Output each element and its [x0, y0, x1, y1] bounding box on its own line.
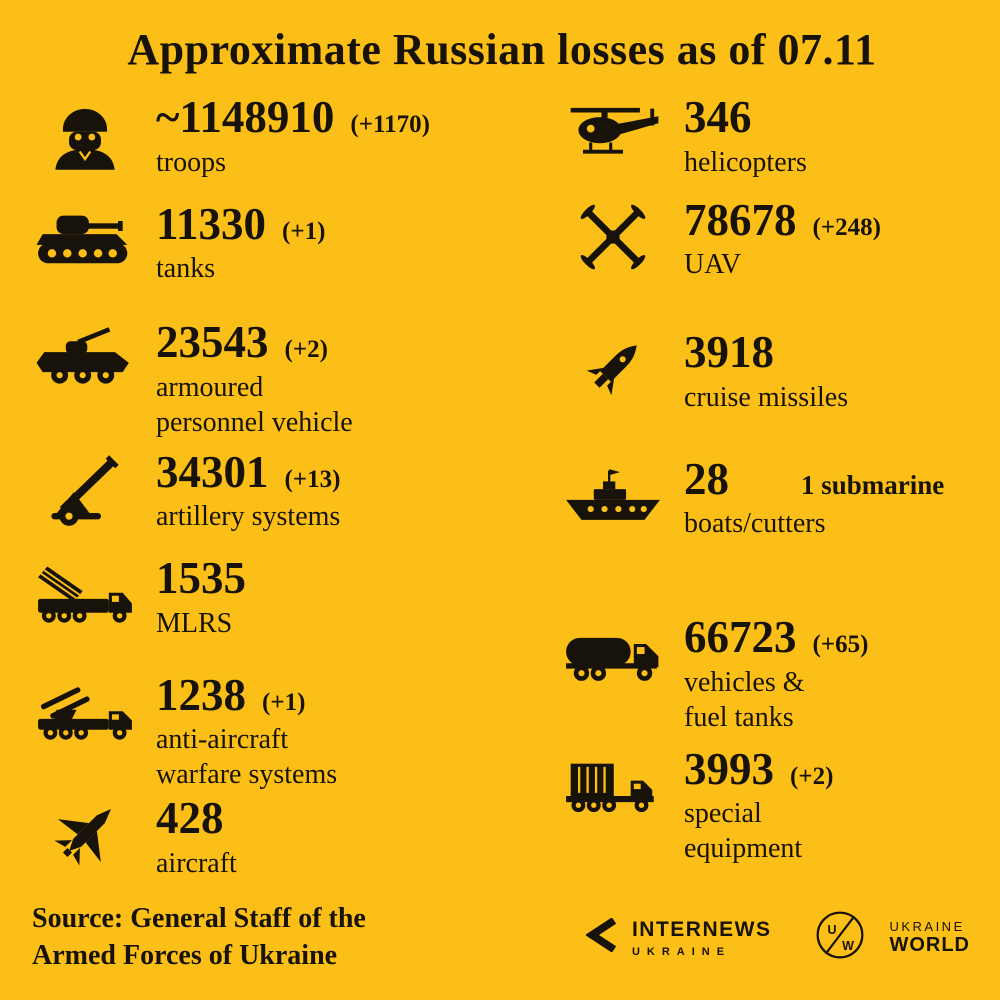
stat-value: 3918: [684, 327, 774, 377]
stat-text: 78678 (+248) UAV: [684, 194, 881, 283]
ukraineworld-line1: UKRAINE: [889, 918, 965, 934]
stat-value: 11330: [156, 198, 267, 249]
stat-row-boats: 28 1 submarine boats/cutters: [558, 453, 974, 542]
stat-label: anti-aircraft warfare systems: [156, 724, 338, 790]
stat-label: artillery systems: [156, 501, 341, 532]
stat-label: MLRS: [156, 607, 233, 639]
stat-label: helicopters: [684, 146, 807, 178]
tank-icon: [30, 198, 140, 284]
stat-label: UAV: [684, 249, 742, 280]
special-equipment-icon: [558, 743, 668, 829]
stat-delta: (+1): [262, 688, 306, 716]
source-text: Source: General Staff of the Armed Force…: [32, 903, 366, 971]
stat-row-artillery: 34301 (+13) artillery systems: [30, 446, 508, 535]
jet-icon: [30, 792, 140, 878]
stat-text: 34301 (+13) artillery systems: [156, 446, 340, 535]
stat-label: armoured personnel vehicle: [156, 371, 353, 438]
boat-icon: [558, 453, 668, 539]
stat-text: 428 aircraft: [156, 792, 240, 881]
stat-row-helicopters: 346 helicopters: [558, 91, 974, 180]
stat-label: boats/cutters: [684, 508, 826, 539]
stat-note: 1 submarine: [801, 469, 945, 500]
stat-row-tanks: 11330 (+1) tanks: [30, 198, 508, 287]
soldier-icon: [30, 91, 140, 177]
stat-value: 3993: [684, 743, 774, 794]
footer-logos: INTERNEWS UKRAINE U W UKRAINE WORLD: [584, 910, 970, 965]
stat-row-uav: 78678 (+248) UAV: [558, 194, 974, 283]
stat-text: 28 1 submarine boats/cutters: [684, 453, 944, 542]
internews-logo: INTERNEWS UKRAINE: [584, 917, 772, 958]
anti-aircraft-icon: [30, 669, 140, 755]
stat-row-anti-aircraft: 1238 (+1) anti-aircraft warfare systems: [30, 669, 508, 793]
uw-letter-u: U: [828, 923, 837, 937]
stat-row-troops: ~1148910 (+1170) troops: [30, 91, 508, 180]
stat-delta: (+2): [790, 762, 834, 790]
stat-value: ~1148910: [156, 92, 335, 142]
stat-label: aircraft: [156, 847, 237, 879]
stat-text: 1238 (+1) anti-aircraft warfare systems: [156, 669, 337, 793]
stat-value: 346: [684, 92, 752, 142]
stat-value: 428: [156, 793, 224, 843]
stat-delta: (+1): [282, 217, 326, 245]
stat-row-aircraft: 428 aircraft: [30, 792, 508, 881]
stat-text: 11330 (+1) tanks: [156, 198, 325, 287]
stat-label: special equipment: [684, 798, 803, 864]
ukraineworld-logo: U W UKRAINE WORLD: [815, 910, 970, 965]
stat-text: 66723 (+65) vehicles & fuel tanks: [684, 611, 868, 735]
stat-value: 28: [684, 453, 729, 504]
stat-value: 23543: [156, 317, 269, 367]
stat-label: tanks: [156, 253, 216, 284]
ukraineworld-circle-icon: U W: [815, 910, 865, 965]
footer: Source: General Staff of the Armed Force…: [30, 895, 974, 978]
stat-label: cruise missiles: [684, 381, 849, 413]
page-title: Approximate Russian losses as of 07.11: [127, 25, 877, 74]
stat-delta: (+2): [284, 336, 328, 363]
uav-icon: [558, 194, 668, 280]
stat-row-fuel-tanks: 66723 (+65) vehicles & fuel tanks: [558, 611, 974, 735]
stat-value: 66723: [684, 612, 797, 662]
ukraineworld-line2: WORLD: [889, 933, 970, 956]
internews-chevron-icon: [584, 917, 620, 957]
helicopter-icon: [558, 91, 668, 177]
artillery-icon: [30, 446, 140, 532]
internews-name: INTERNEWS: [631, 917, 772, 941]
stats-grid: ~1148910 (+1170) troops: [30, 91, 974, 895]
stat-text: 3918 cruise missiles: [684, 326, 848, 415]
stat-text: 23543 (+2) armoured personnel vehicle: [156, 316, 353, 440]
stat-delta: (+248): [812, 213, 881, 241]
stat-value: 1535: [156, 553, 246, 603]
stat-value: 34301: [156, 446, 269, 497]
stat-delta: (+13): [284, 465, 341, 493]
stat-row-cruise-missiles: 3918 cruise missiles: [558, 326, 974, 415]
cruise-missile-icon: [558, 326, 668, 412]
armoured-vehicle-icon: [30, 316, 140, 402]
stat-delta: (+65): [812, 631, 869, 658]
stat-row-armoured-vehicle: 23543 (+2) armoured personnel vehicle: [30, 316, 508, 440]
right-column: 346 helicopters: [508, 91, 974, 895]
stat-delta: (+1170): [350, 111, 430, 138]
mlrs-icon: [30, 552, 140, 638]
stat-value: 1238: [156, 669, 246, 720]
internews-wordmark: INTERNEWS UKRAINE: [632, 918, 772, 958]
stat-value: 78678: [684, 194, 797, 245]
stat-text: ~1148910 (+1170) troops: [156, 91, 430, 180]
stat-text: 346 helicopters: [684, 91, 807, 180]
uw-letter-w: W: [843, 939, 855, 953]
stat-text: 3993 (+2) special equipment: [684, 743, 833, 867]
ukraineworld-wordmark: UKRAINE WORLD: [889, 919, 970, 957]
stat-row-mlrs: 1535 MLRS: [30, 552, 508, 641]
stat-text: 1535 MLRS: [156, 552, 262, 641]
stat-row-special-equipment: 3993 (+2) special equipment: [558, 743, 974, 867]
fuel-truck-icon: [558, 611, 668, 697]
stat-label: troops: [156, 146, 226, 178]
left-column: ~1148910 (+1170) troops: [30, 91, 508, 895]
stat-label: vehicles & fuel tanks: [684, 666, 805, 733]
internews-sub: UKRAINE: [631, 945, 732, 958]
